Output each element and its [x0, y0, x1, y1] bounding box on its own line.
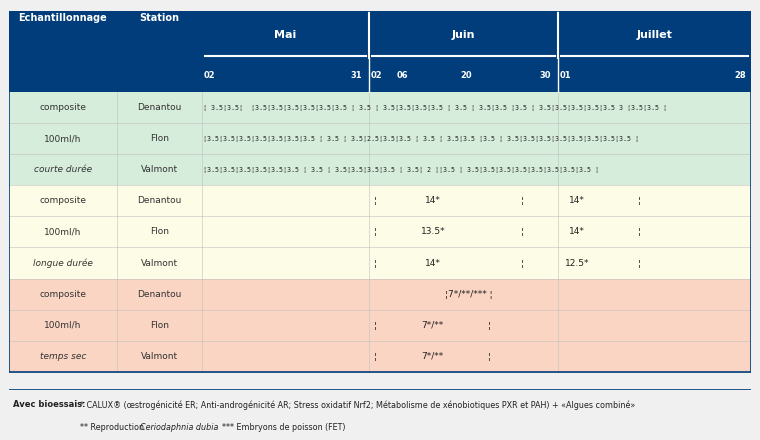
Bar	[9, 123, 751, 154]
Bar	[9, 341, 751, 372]
Text: 01: 01	[559, 71, 571, 80]
Text: ¦: ¦	[638, 196, 641, 205]
Bar	[9, 279, 751, 310]
Text: Juin: Juin	[451, 29, 475, 40]
Text: 30: 30	[539, 71, 550, 80]
Text: ¦: ¦	[374, 259, 377, 268]
Text: Flon: Flon	[150, 134, 169, 143]
Text: Denantou: Denantou	[137, 196, 182, 205]
Text: 100ml/h: 100ml/h	[44, 321, 81, 330]
Text: Mai: Mai	[274, 29, 296, 40]
Text: 13.5*: 13.5*	[421, 227, 445, 236]
Text: temps sec: temps sec	[40, 352, 86, 361]
Text: Valmont: Valmont	[141, 259, 178, 268]
Text: 20: 20	[460, 71, 472, 80]
Text: 28: 28	[734, 71, 746, 80]
Text: Juillet: Juillet	[637, 29, 673, 40]
Text: Station: Station	[139, 13, 179, 22]
Bar	[202, 58, 751, 92]
Text: 100ml/h: 100ml/h	[44, 134, 81, 143]
Bar	[9, 216, 751, 247]
Text: Denantou: Denantou	[137, 103, 182, 112]
Text: 31: 31	[350, 71, 363, 80]
Text: ¦3.5¦3.5¦3.5¦3.5¦3.5¦3.5¦3.5 ¦ 3.5 ¦ 3.5¦2.5¦3.5¦3.5 ¦ 3.5 ¦ 3.5¦3.5 ¦3.5 ¦ 3.5¦: ¦3.5¦3.5¦3.5¦3.5¦3.5¦3.5¦3.5 ¦ 3.5 ¦ 3.5…	[203, 136, 638, 142]
Text: 14*: 14*	[425, 259, 440, 268]
Text: ¦: ¦	[488, 352, 490, 361]
Text: ¦: ¦	[374, 321, 377, 330]
Text: ¦: ¦	[374, 227, 377, 236]
Text: composite: composite	[40, 196, 87, 205]
Text: courte durée: courte durée	[34, 165, 92, 174]
Bar	[9, 11, 751, 58]
Text: 02: 02	[204, 71, 215, 80]
Text: ¦: ¦	[638, 259, 641, 268]
Text: *** Embryons de poisson (FET): *** Embryons de poisson (FET)	[212, 423, 346, 432]
Text: Avec bioessais:: Avec bioessais:	[13, 400, 85, 409]
Text: 14*: 14*	[425, 196, 440, 205]
Text: ¦: ¦	[521, 196, 524, 205]
Bar	[9, 310, 751, 341]
Bar	[9, 154, 751, 185]
Text: 14*: 14*	[569, 227, 585, 236]
Text: 06: 06	[396, 71, 408, 80]
Text: composite: composite	[40, 103, 87, 112]
Text: Valmont: Valmont	[141, 352, 178, 361]
Text: ¦7*/**/*** ¦: ¦7*/**/*** ¦	[445, 290, 493, 299]
Text: 7*/**: 7*/**	[421, 321, 443, 330]
Text: ¦: ¦	[521, 259, 524, 268]
Bar	[9, 11, 202, 92]
Text: ¦: ¦	[638, 227, 641, 236]
Text: Echantillonnage: Echantillonnage	[18, 13, 107, 22]
Text: ¦ 3.5¦3.5¦  ¦3.5¦3.5¦3.5¦3.5¦3.5¦3.5 ¦ 3.5 ¦ 3.5¦3.5¦3.5¦3.5 ¦ 3.5 ¦ 3.5¦3.5 ¦3.: ¦ 3.5¦3.5¦ ¦3.5¦3.5¦3.5¦3.5¦3.5¦3.5 ¦ 3.…	[203, 105, 667, 111]
Bar	[9, 92, 751, 123]
Bar	[9, 185, 751, 216]
Text: composite: composite	[40, 290, 87, 299]
Text: ¦: ¦	[374, 352, 377, 361]
Text: longue durée: longue durée	[33, 258, 93, 268]
Text: Valmont: Valmont	[141, 165, 178, 174]
Text: 7*/**: 7*/**	[421, 352, 443, 361]
Text: ¦: ¦	[488, 321, 490, 330]
Text: ¦: ¦	[521, 227, 524, 236]
Text: Flon: Flon	[150, 321, 169, 330]
Text: Flon: Flon	[150, 227, 169, 236]
Text: Denantou: Denantou	[137, 290, 182, 299]
Text: 02: 02	[371, 71, 383, 80]
Text: ** Reproduction: ** Reproduction	[80, 423, 146, 432]
Text: ¦: ¦	[374, 196, 377, 205]
Text: 100ml/h: 100ml/h	[44, 227, 81, 236]
Text: Ceriodaphnia dubia: Ceriodaphnia dubia	[141, 423, 219, 432]
Text: 12.5*: 12.5*	[565, 259, 590, 268]
Text: ¦3.5¦3.5¦3.5¦3.5¦3.5¦3.5 ¦ 3.5 ¦ 3.5¦3.5¦3.5¦3.5 ¦ 3.5¦ 2 ¦¦3.5 ¦ 3.5¦3.5¦3.5¦3.: ¦3.5¦3.5¦3.5¦3.5¦3.5¦3.5 ¦ 3.5 ¦ 3.5¦3.5…	[203, 167, 599, 173]
Text: * CALUX® (œstrogénicité ER; Anti-androgénicité AR; Stress oxidatif Nrf2; Métabol: * CALUX® (œstrogénicité ER; Anti-androgé…	[80, 400, 635, 410]
Text: 14*: 14*	[569, 196, 585, 205]
Bar	[9, 247, 751, 279]
